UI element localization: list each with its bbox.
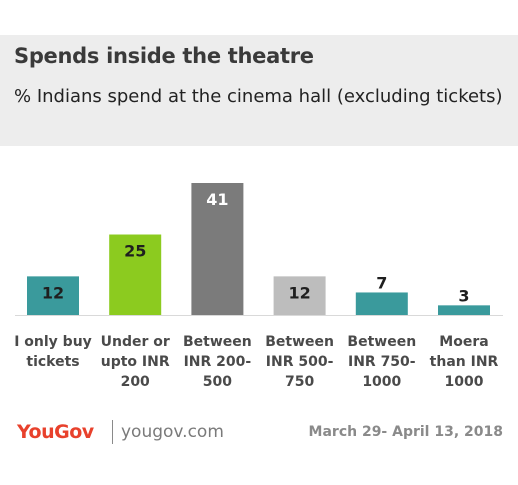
category-label: 1000 [362, 374, 401, 390]
yougov-logo: YouGov [17, 421, 94, 443]
category-label: upto INR [101, 354, 170, 370]
bar-chart: 12 I only buy tickets 25 Under or upto INR 200… [14, 183, 503, 390]
category-label: 200 [121, 374, 150, 390]
bar-value-label: 12 [42, 283, 64, 302]
category-label: Between [347, 334, 416, 350]
bar-5 [355, 292, 408, 315]
category-label: 750 [285, 374, 314, 390]
category-label: Between [265, 334, 334, 350]
category-label: Under or [101, 334, 170, 350]
survey-date: March 29- April 13, 2018 [308, 424, 503, 440]
bar-value-label: 7 [376, 273, 387, 292]
category-label: Moera [439, 334, 488, 350]
chart-header: Spends inside the theatre % Indians spen… [0, 35, 518, 146]
bar-value-label: 25 [124, 242, 146, 261]
chart-title: Spends inside the theatre [14, 44, 314, 68]
category-label: 500 [203, 374, 232, 390]
category-label: tickets [26, 354, 79, 370]
category-label: INR 500- [266, 354, 334, 370]
chart-subtitle: % Indians spend at the cinema hall (excl… [14, 86, 503, 107]
bar-value-label: 41 [206, 190, 228, 209]
bar-3 [191, 183, 244, 315]
category-label: 1000 [445, 374, 484, 390]
category-label: I only buy [14, 334, 92, 350]
bar-4 [273, 276, 326, 315]
bar-value-label: 12 [288, 283, 310, 302]
bar-2 [109, 234, 162, 315]
bar-value-label: 3 [458, 286, 469, 305]
footer-site: yougov.com [121, 422, 224, 442]
footer-divider [112, 420, 113, 444]
category-label: than INR [430, 354, 499, 370]
bar-1 [27, 276, 79, 315]
category-label: INR 200- [184, 354, 252, 370]
category-label: Between [183, 334, 252, 350]
category-label: INR 750- [348, 354, 416, 370]
bar-6 [438, 305, 490, 315]
